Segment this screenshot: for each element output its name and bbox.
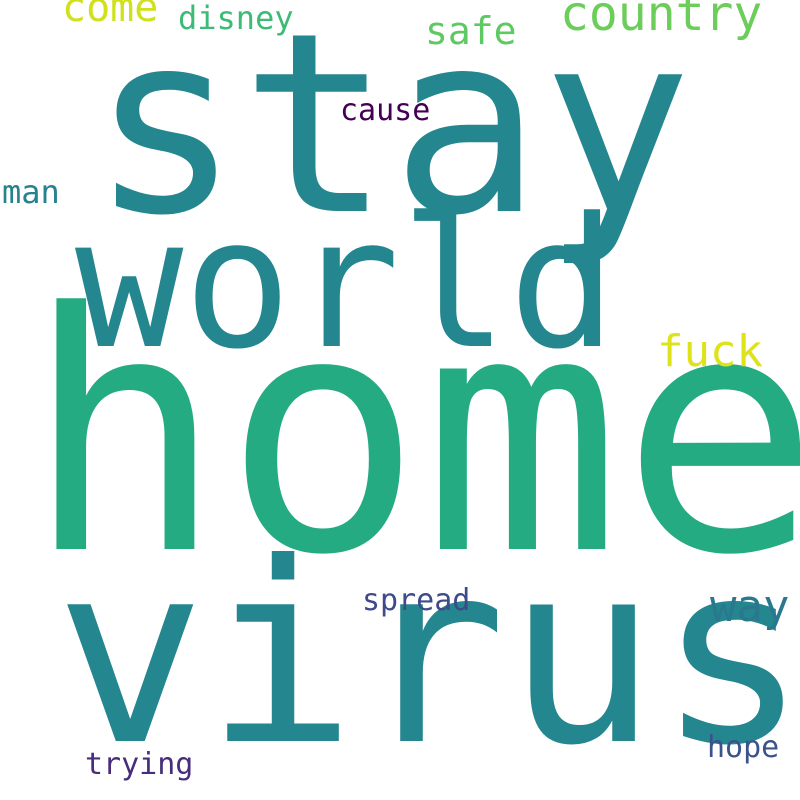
word-cause: cause [340,93,431,128]
word-virus: virus [55,509,800,800]
word-home: home [25,243,800,627]
word-stay: stay [90,0,693,270]
word-way: way [710,581,790,632]
word-come: come [62,0,159,31]
word-hope: hope [707,730,780,765]
word-man: man [2,173,60,211]
word-spread: spread [362,583,471,618]
word-disney: disney [178,0,294,37]
word-trying: trying [85,747,194,782]
word-world: world [75,180,617,389]
word-fuck: fuck [657,326,763,377]
word-safe: safe [425,9,517,53]
word-country: country [560,0,763,42]
